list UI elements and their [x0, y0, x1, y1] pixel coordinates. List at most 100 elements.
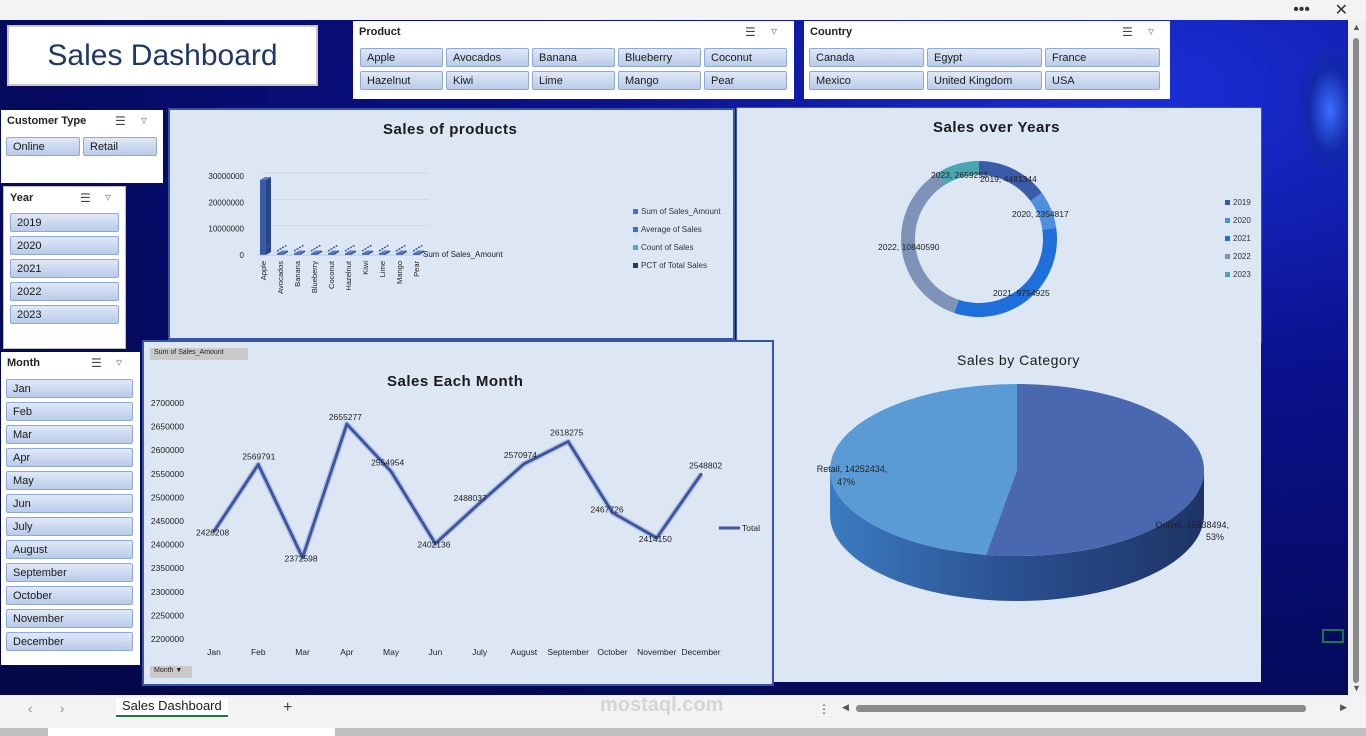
slicer-item-usa[interactable]: USA — [1045, 71, 1160, 90]
slicer-item-blueberry[interactable]: Blueberry — [618, 48, 701, 67]
more-options-icon[interactable]: ••• — [1293, 1, 1310, 18]
multi-select-icon[interactable]: ☰ — [80, 191, 91, 205]
selected-cell[interactable] — [1322, 629, 1344, 643]
scroll-thumb[interactable] — [856, 705, 1306, 712]
legend-item: 2021 — [1225, 234, 1251, 243]
y-tick-label: 2700000 — [151, 398, 184, 408]
slicer-item-online[interactable]: Online — [6, 137, 80, 156]
slicer-item-october[interactable]: October — [6, 586, 133, 605]
data-point — [566, 440, 570, 444]
scroll-down-icon[interactable]: ▼ — [1352, 683, 1361, 693]
multi-select-icon[interactable]: ☰ — [115, 114, 126, 128]
slicer-item-coconut[interactable]: Coconut — [704, 48, 787, 67]
multi-select-icon[interactable]: ☰ — [1122, 25, 1133, 39]
slicer-item-apr[interactable]: Apr — [6, 448, 133, 467]
clear-filter-icon[interactable]: ▿ — [116, 355, 123, 369]
sales-of-products-chart[interactable]: Sales of products 0 10000000 20000000 30000… — [168, 108, 735, 340]
slicer-item-kiwi[interactable]: Kiwi — [446, 71, 529, 90]
slicer-item-pear[interactable]: Pear — [704, 71, 787, 90]
sales-by-category-chart[interactable]: Sales by Category Online, 15838494, 53% Re… — [774, 342, 1261, 682]
legend-swatch — [633, 263, 638, 269]
slicer-item-egypt[interactable]: Egypt — [927, 48, 1042, 67]
data-label: Retail, 14252434, — [817, 464, 888, 474]
y-tick-label: 2200000 — [151, 634, 184, 644]
x-tick-label: November — [637, 647, 676, 657]
x-tick-label: December — [681, 647, 720, 657]
more-sheets-icon[interactable]: ⋮ — [818, 702, 830, 716]
vertical-scrollbar[interactable]: ▲ ▼ — [1348, 20, 1366, 695]
sales-over-years-chart[interactable]: Sales over Years 2019, 4481344 2020, 2354… — [736, 107, 1262, 343]
bar-side — [266, 176, 271, 255]
data-point — [301, 556, 305, 560]
scroll-left-icon[interactable]: ◀ — [842, 702, 849, 712]
legend-swatch — [1225, 272, 1230, 278]
multi-select-icon[interactable]: ☰ — [745, 25, 756, 39]
data-label: 2554954 — [371, 457, 404, 467]
slicer-item-avocados[interactable]: Avocados — [446, 48, 529, 67]
bar-top — [413, 250, 424, 254]
horizontal-scrollbar[interactable]: ◀ ▶ — [842, 702, 1347, 712]
slicer-item-2021[interactable]: 2021 — [10, 259, 119, 278]
slicer-item-july[interactable]: July — [6, 517, 133, 536]
scroll-right-icon[interactable]: ▶ — [1340, 702, 1347, 712]
bar-side — [385, 250, 390, 255]
slicer-item-lime[interactable]: Lime — [532, 71, 615, 90]
close-icon[interactable]: ✕ — [1334, 2, 1348, 19]
slicer-item-banana[interactable]: Banana — [532, 48, 615, 67]
bar-top — [294, 250, 305, 254]
legend-swatch — [1225, 200, 1230, 206]
slicer-item-november[interactable]: November — [6, 609, 133, 628]
slicer-item-may[interactable]: May — [6, 471, 133, 490]
slicer-item-jun[interactable]: Jun — [6, 494, 133, 513]
data-label: 2372598 — [285, 554, 318, 564]
slicer-item-hazelnut[interactable]: Hazelnut — [360, 71, 443, 90]
slicer-item-jan[interactable]: Jan — [6, 379, 133, 398]
data-label: 53% — [1206, 532, 1224, 542]
x-tick-label: Blueberry — [310, 261, 319, 293]
slicer-item-august[interactable]: August — [6, 540, 133, 559]
slicer-item-december[interactable]: December — [6, 632, 133, 651]
sheet-tab-sales-dashboard[interactable]: Sales Dashboard — [116, 698, 228, 717]
legend-item: Count of Sales — [633, 243, 693, 252]
legend-item: PCT of Total Sales — [633, 261, 707, 270]
sales-each-month-chart[interactable]: Sum of Sales_Amount Sales Each Month 220… — [142, 340, 774, 686]
scroll-up-icon[interactable]: ▲ — [1352, 22, 1361, 32]
slicer-item-mar[interactable]: Mar — [6, 425, 133, 444]
bar-side — [351, 250, 356, 255]
multi-select-icon[interactable]: ☰ — [91, 356, 102, 370]
axis-field-button[interactable]: Month ▼ — [150, 666, 192, 678]
slicer-item-canada[interactable]: Canada — [809, 48, 924, 67]
slicer-item-2022[interactable]: 2022 — [10, 282, 119, 301]
previous-sheet-icon[interactable]: ‹ — [28, 701, 33, 716]
dropdown-arrow-icon[interactable]: ▼ — [175, 667, 183, 674]
slicer-item-feb[interactable]: Feb — [6, 402, 133, 421]
slicer-item-retail[interactable]: Retail — [83, 137, 157, 156]
line-chart-plot: 2200000 2250000 2300000 2350000 2400000 24500… — [151, 398, 760, 657]
pie-slice-retail — [830, 384, 1017, 555]
y-tick-label: 0 — [240, 251, 245, 260]
clear-filter-icon[interactable]: ▿ — [1148, 24, 1155, 38]
legend-label: 2019 — [1233, 198, 1251, 207]
slicer-item-2023[interactable]: 2023 — [10, 305, 119, 324]
field-button[interactable]: Sum of Sales_Amount — [150, 348, 248, 360]
slicer-item-2020[interactable]: 2020 — [10, 236, 119, 255]
scroll-thumb[interactable] — [1353, 38, 1359, 683]
slicer-item-september[interactable]: September — [6, 563, 133, 582]
slicer-item-mexico[interactable]: Mexico — [809, 71, 924, 90]
data-point — [433, 542, 437, 546]
slicer-item-2019[interactable]: 2019 — [10, 213, 119, 232]
next-sheet-icon[interactable]: › — [60, 701, 65, 716]
slicer-header: Product — [359, 26, 401, 38]
y-tick-label: 2500000 — [151, 492, 184, 502]
slicer-item-united-kingdom[interactable]: United Kingdom — [927, 71, 1042, 90]
slicer-item-apple[interactable]: Apple — [360, 48, 443, 67]
clear-filter-icon[interactable]: ▿ — [141, 113, 148, 127]
clear-filter-icon[interactable]: ▿ — [105, 190, 112, 204]
bar-hazelnut — [345, 253, 351, 255]
clear-filter-icon[interactable]: ▿ — [771, 24, 778, 38]
bar-floor — [395, 244, 407, 252]
bar-floor — [344, 244, 356, 252]
slicer-item-france[interactable]: France — [1045, 48, 1160, 67]
slicer-item-mango[interactable]: Mango — [618, 71, 701, 90]
add-sheet-icon[interactable]: + — [283, 699, 293, 716]
